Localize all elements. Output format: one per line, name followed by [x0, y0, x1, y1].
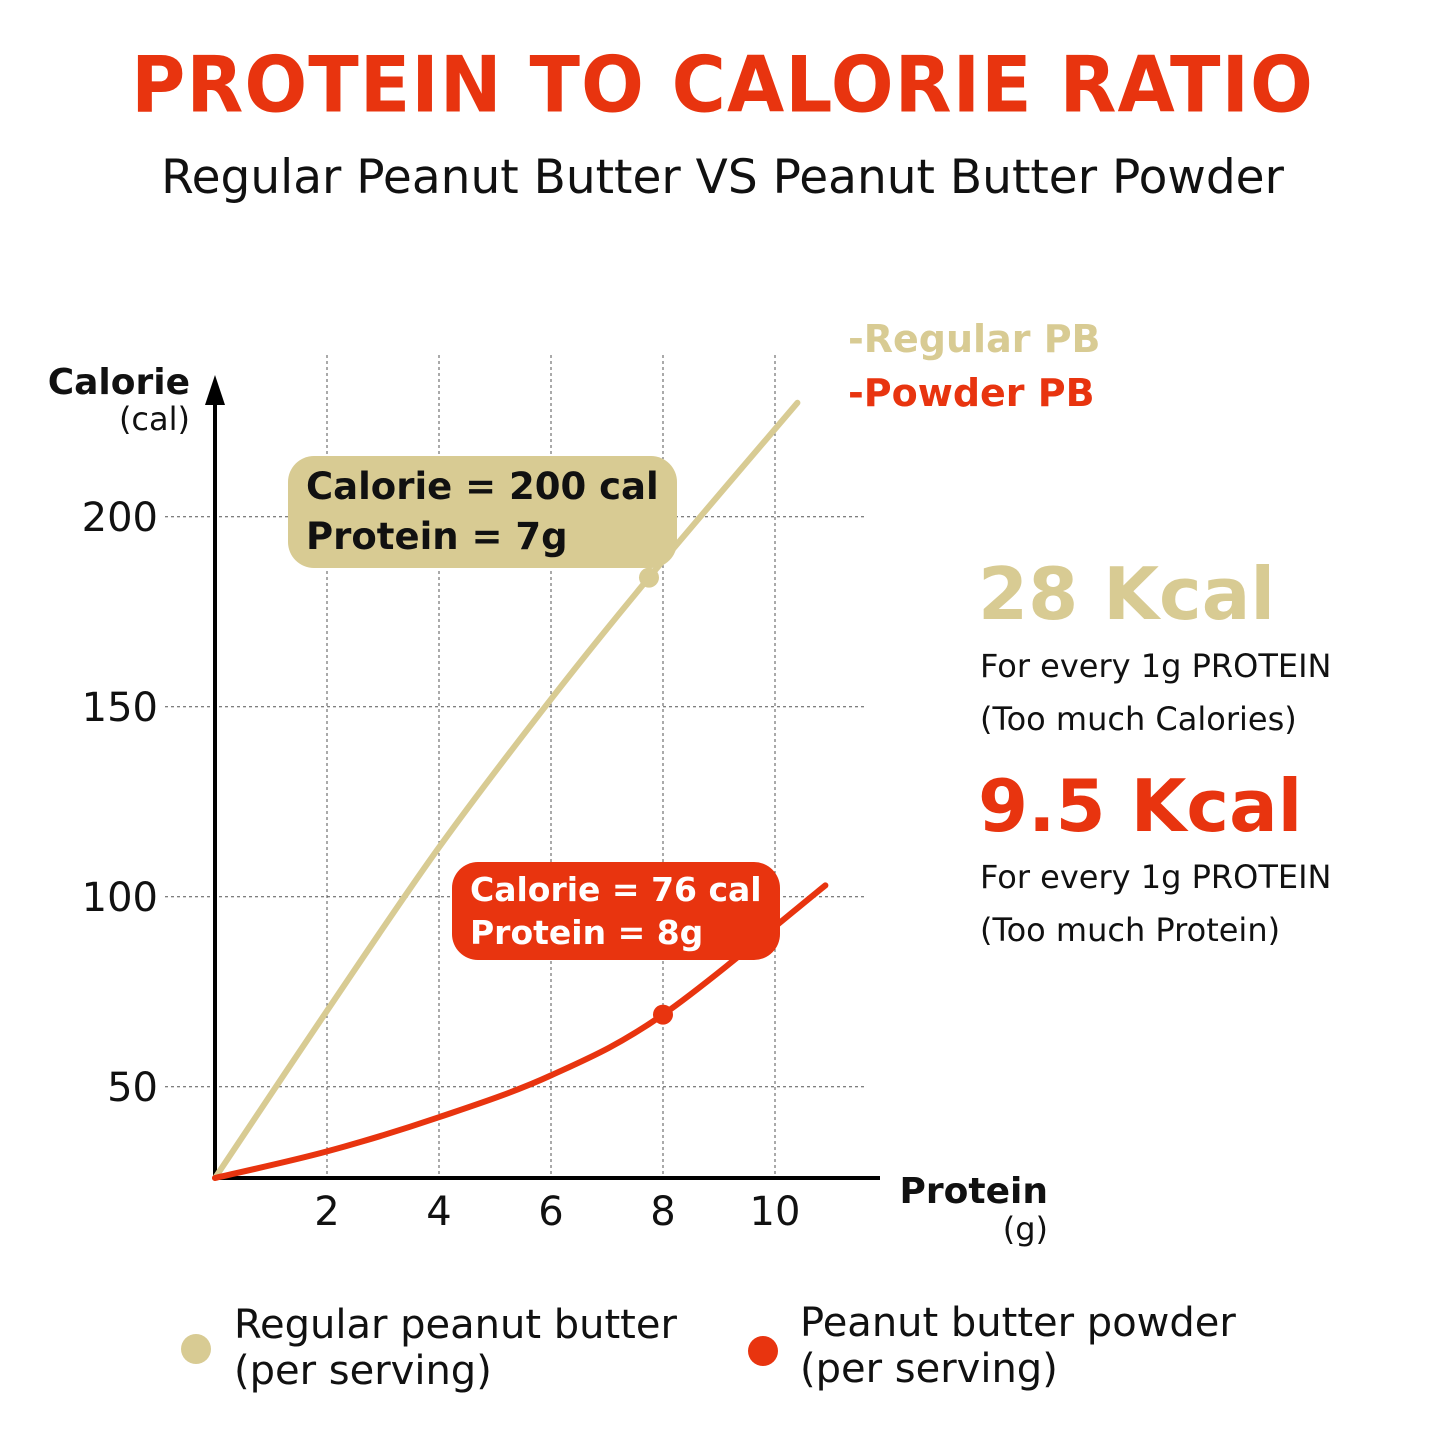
x-tick-label: 2	[314, 1189, 339, 1235]
legend-dot-powder	[748, 1336, 778, 1366]
y-tick-label: 200	[82, 495, 158, 541]
y-tick-label: 50	[107, 1065, 158, 1111]
series-line-powder	[212, 882, 829, 1181]
series-line-regular	[212, 399, 801, 1181]
annotation-powder-calorie: Calorie = 76 cal	[470, 870, 762, 909]
powder-ratio-line1: For every 1g PROTEIN	[980, 858, 1332, 896]
bottom-legend-powder-line1: Peanut butter powder	[800, 1300, 1236, 1346]
x-tick-label: 4	[426, 1189, 451, 1235]
annotation-regular: Calorie = 200 cal Protein = 7g	[288, 456, 677, 568]
x-tick-label: 6	[538, 1189, 563, 1235]
bottom-legend-powder-line2: (per serving)	[800, 1346, 1058, 1392]
data-point-powder	[653, 1004, 673, 1025]
legend-dot-regular	[181, 1334, 211, 1364]
y-tick-label: 100	[82, 875, 158, 921]
regular-ratio-line2: (Too much Calories)	[980, 700, 1297, 738]
regular-ratio-value: 28 Kcal	[978, 552, 1275, 636]
regular-ratio-line1: For every 1g PROTEIN	[980, 647, 1332, 685]
powder-ratio-line2: (Too much Protein)	[980, 911, 1281, 949]
y-axis-unit: (cal)	[119, 400, 190, 438]
x-tick-label: 10	[750, 1189, 801, 1235]
y-tick-label: 150	[82, 685, 158, 731]
bottom-legend-regular-line2: (per serving)	[234, 1348, 492, 1394]
bottom-legend-regular-line1: Regular peanut butter	[234, 1302, 677, 1348]
annotation-powder-protein: Protein = 8g	[470, 913, 704, 952]
annotation-regular-calorie: Calorie = 200 cal	[306, 465, 659, 508]
chart-subtitle: Regular Peanut Butter VS Peanut Butter P…	[161, 150, 1284, 205]
x-axis-label: Protein	[900, 1171, 1048, 1212]
x-tick-label: 8	[650, 1189, 675, 1235]
y-axis-arrow-icon	[205, 375, 225, 405]
chart-title: PROTEIN TO CALORIE RATIO	[131, 39, 1314, 131]
data-point-regular	[639, 567, 659, 588]
y-axis-label: Calorie	[48, 362, 190, 403]
bottom-legend-regular: Regular peanut butter (per serving)	[234, 1302, 677, 1394]
x-axis-unit: (g)	[1003, 1210, 1048, 1248]
powder-ratio-desc: For every 1g PROTEIN (Too much Protein)	[980, 851, 1331, 957]
powder-ratio-value: 9.5 Kcal	[978, 764, 1303, 848]
annotation-regular-protein: Protein = 7g	[306, 515, 568, 558]
annotation-powder: Calorie = 76 cal Protein = 8g	[452, 862, 780, 960]
legend-regular: -Regular PB	[848, 317, 1101, 361]
bottom-legend-powder: Peanut butter powder (per serving)	[800, 1300, 1236, 1392]
regular-ratio-desc: For every 1g PROTEIN (Too much Calories)	[980, 640, 1331, 746]
legend-powder: -Powder PB	[848, 371, 1095, 415]
